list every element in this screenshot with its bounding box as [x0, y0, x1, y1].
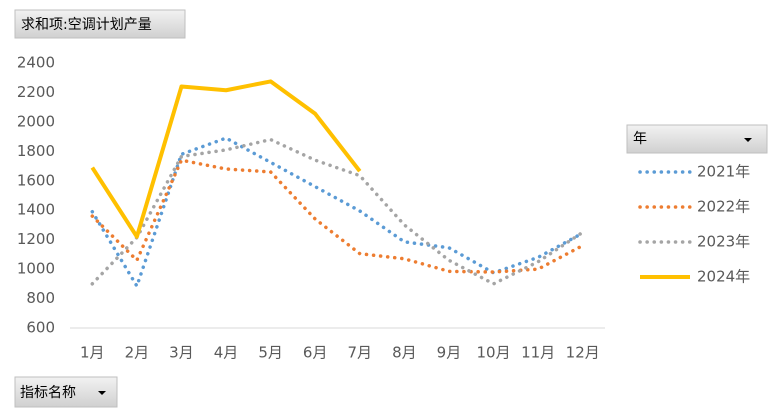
- legend-label: 2024年: [697, 268, 750, 286]
- dropdown-arrow: [744, 138, 752, 142]
- axis-field-label: 指标名称: [20, 385, 76, 401]
- y-tick-label: 2400: [17, 54, 55, 72]
- y-tick-label: 1400: [17, 201, 55, 219]
- axis-field-button[interactable]: 指标名称: [14, 376, 118, 408]
- legend-label: 2021年: [697, 163, 750, 181]
- y-tick-label: 600: [26, 319, 55, 337]
- legend-label: 2023年: [697, 233, 750, 251]
- legend-label: 2022年: [697, 198, 750, 216]
- x-tick-label: 7月: [348, 344, 373, 362]
- value-field-label: 求和项:空调计划产量: [21, 17, 152, 33]
- y-tick-label: 1800: [17, 142, 55, 160]
- x-tick-label: 12月: [566, 344, 600, 362]
- x-tick-label: 4月: [214, 344, 239, 362]
- series-line: [90, 136, 585, 291]
- x-tick-label: 5月: [258, 344, 283, 362]
- series-line: [90, 137, 585, 286]
- y-tick-label: 2000: [17, 112, 55, 130]
- y-tick-label: 1000: [17, 260, 55, 278]
- value-field-button[interactable]: 求和项:空调计划产量: [14, 9, 186, 39]
- x-tick-label: 9月: [437, 344, 462, 362]
- x-tick-label: 8月: [392, 344, 417, 362]
- x-tick-label: 11月: [521, 344, 555, 362]
- y-tick-label: 800: [26, 289, 55, 307]
- x-tick-label: 6月: [303, 344, 328, 362]
- x-tick-label: 1月: [80, 344, 105, 362]
- series-line: [90, 158, 585, 274]
- dropdown-arrow: [98, 391, 106, 395]
- x-tick-label: 10月: [476, 344, 510, 362]
- series-line: [90, 79, 362, 239]
- y-tick-label: 1600: [17, 171, 55, 189]
- y-tick-label: 1200: [17, 230, 55, 248]
- legend-field-button[interactable]: 年: [626, 124, 768, 154]
- x-tick-label: 2月: [125, 344, 150, 362]
- legend-title: 年: [633, 131, 647, 147]
- y-tick-label: 2200: [17, 83, 55, 101]
- x-tick-label: 3月: [169, 344, 194, 362]
